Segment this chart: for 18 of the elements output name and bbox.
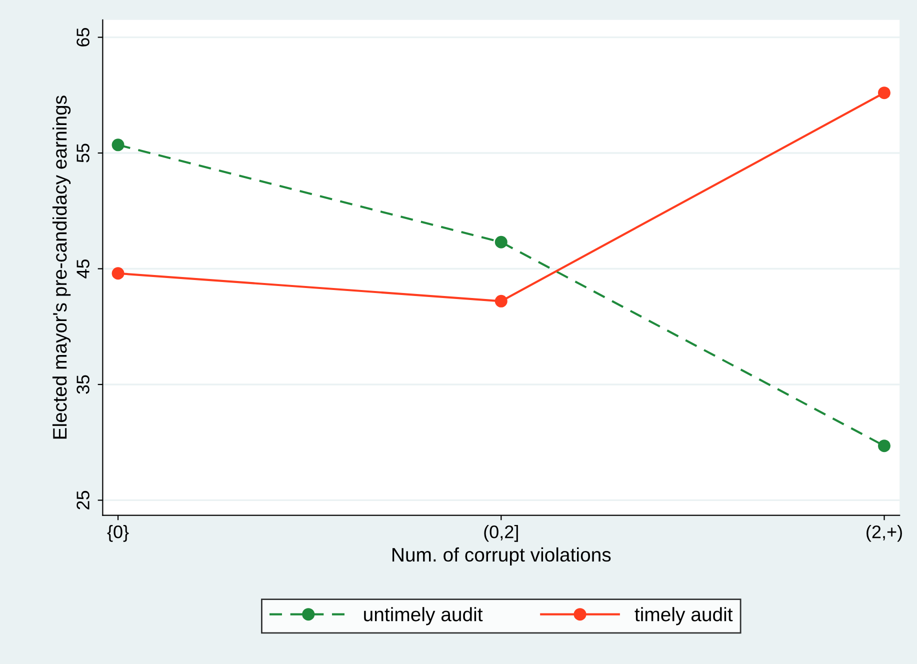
y-tick-label: 55 bbox=[76, 144, 90, 162]
x-tick-label: (2,+) bbox=[866, 524, 902, 542]
y-tick-label: 65 bbox=[76, 28, 90, 46]
point bbox=[494, 294, 508, 308]
point bbox=[494, 236, 508, 248]
y-tick-label: 35 bbox=[76, 375, 90, 394]
point bbox=[112, 267, 124, 280]
x-axis-title: Num. of corrupt violations bbox=[392, 547, 611, 566]
legend-label: untimely audit bbox=[364, 607, 483, 626]
y-tick-label: 25 bbox=[76, 490, 90, 510]
x-tick-label: {0} bbox=[107, 524, 129, 542]
point bbox=[878, 440, 891, 452]
point bbox=[878, 86, 891, 100]
y-tick-label: 45 bbox=[76, 259, 90, 278]
y-axis-title: Elected mayor's pre-candidacy earnings bbox=[52, 96, 71, 439]
legend-label: timely audit bbox=[634, 607, 733, 626]
point bbox=[112, 138, 124, 152]
x-tick-label: (0,2] bbox=[484, 524, 518, 542]
